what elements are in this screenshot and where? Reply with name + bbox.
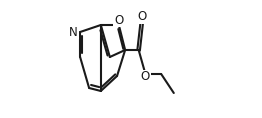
Text: O: O — [114, 13, 123, 27]
Text: N: N — [69, 25, 78, 38]
Text: O: O — [141, 70, 150, 84]
Text: O: O — [137, 11, 146, 23]
